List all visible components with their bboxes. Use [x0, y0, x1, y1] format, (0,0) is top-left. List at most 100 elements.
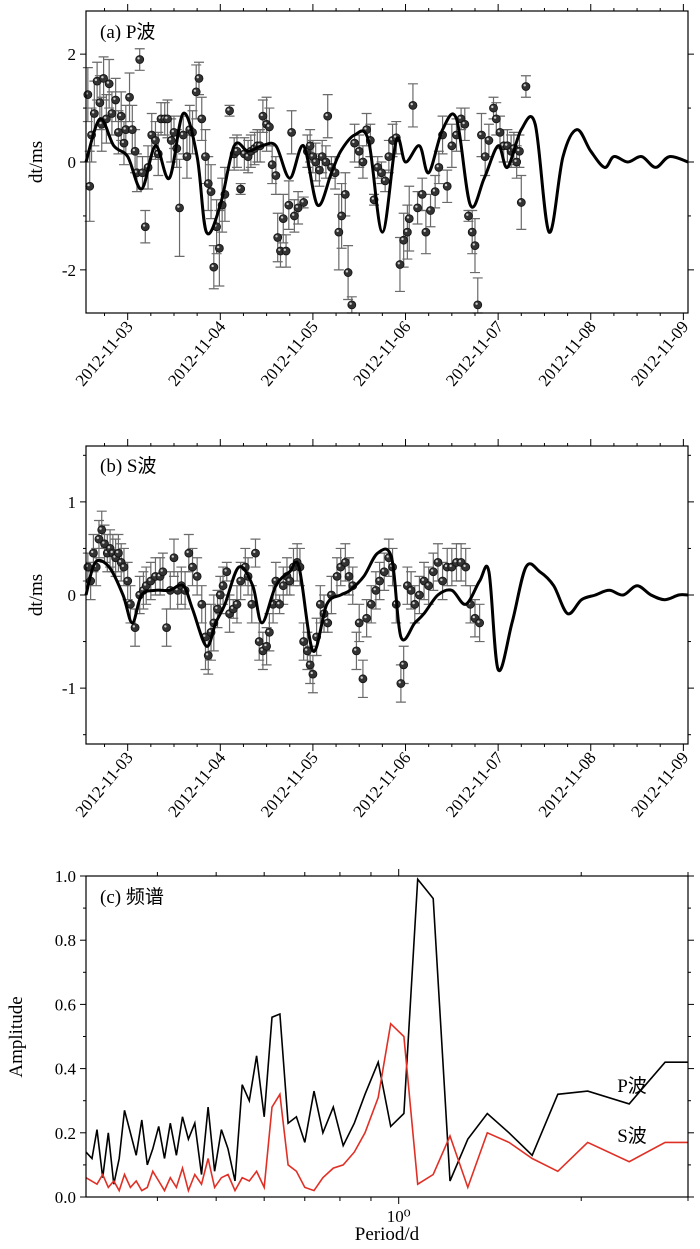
data-point: [371, 585, 381, 595]
data-point: [247, 599, 257, 609]
data-point-highlight: [180, 132, 184, 136]
data-point-highlight: [406, 216, 410, 219]
data-point-highlight: [436, 164, 439, 168]
data-point-highlight: [310, 154, 313, 157]
y-tick-label: -1: [62, 679, 76, 698]
data-point-highlight: [377, 578, 380, 582]
data-point: [512, 157, 522, 167]
data-point: [438, 576, 447, 586]
data-point-highlight: [121, 140, 124, 144]
panel-a-y-label: dt/ms: [26, 141, 47, 183]
data-point: [184, 548, 194, 558]
data-point-highlight: [110, 550, 113, 554]
data-point-highlight: [463, 564, 466, 568]
data-point: [162, 623, 171, 632]
data-point-highlight: [291, 213, 295, 216]
data-point: [358, 157, 368, 167]
data-point-highlight: [168, 138, 172, 141]
data-point-highlight: [113, 97, 116, 100]
data-point: [203, 179, 213, 188]
data-point: [340, 189, 350, 199]
data-point: [315, 599, 325, 609]
data-point-highlight: [462, 121, 465, 125]
data-point-highlight: [432, 189, 436, 192]
data-point: [447, 141, 457, 151]
data-point-highlight: [211, 620, 214, 623]
data-point-highlight: [381, 569, 385, 572]
data-point: [375, 576, 384, 586]
data-point-highlight: [205, 181, 209, 184]
panel-b-fit-curve: [84, 547, 689, 673]
data-point: [484, 136, 494, 145]
data-point-highlight: [89, 132, 92, 136]
data-point: [337, 211, 347, 221]
data-point-highlight: [280, 216, 284, 219]
data-point-highlight: [410, 102, 413, 106]
data-point: [495, 127, 505, 137]
data-point-highlight: [304, 648, 308, 651]
data-point: [116, 111, 126, 121]
data-point-highlight: [386, 154, 389, 157]
data-point-highlight: [386, 555, 389, 558]
data-point: [119, 138, 129, 148]
data-point-highlight: [449, 143, 452, 146]
data-point-highlight: [360, 159, 363, 162]
data-point: [114, 127, 123, 137]
data-point-highlight: [142, 224, 146, 227]
data-point-highlight: [314, 634, 317, 637]
data-point-highlight: [339, 213, 342, 216]
data-point-highlight: [101, 76, 104, 79]
data-point-highlight: [301, 639, 304, 642]
data-point-highlight: [316, 167, 320, 171]
data-point: [491, 114, 501, 124]
data-point-highlight: [280, 583, 284, 586]
data-point-highlight: [113, 555, 116, 558]
data-point: [415, 590, 424, 600]
data-point: [334, 227, 344, 237]
data-point: [475, 618, 485, 628]
data-point: [426, 206, 435, 215]
data-point: [461, 562, 471, 572]
data-point-highlight: [350, 583, 353, 586]
data-point-highlight: [220, 583, 224, 586]
data-point: [281, 246, 291, 256]
data-point-highlight: [128, 601, 131, 605]
data-point-highlight: [260, 648, 263, 651]
data-point-highlight: [356, 620, 360, 623]
data-point-highlight: [517, 148, 520, 152]
data-point-highlight: [477, 620, 480, 623]
data-point-highlight: [160, 569, 163, 572]
data-point-highlight: [329, 164, 332, 168]
data-point-highlight: [134, 170, 137, 173]
data-point-highlight: [186, 550, 189, 554]
data-point: [467, 227, 477, 237]
panel-c-frame: [85, 875, 689, 1198]
x-tick-label: 2012-11-06: [349, 317, 414, 390]
data-point: [158, 567, 168, 577]
data-point: [262, 641, 272, 651]
data-point-highlight: [491, 105, 494, 109]
panel-c-spectrum: 0.00.20.40.60.81.0 10⁰ (c) 频谱 Amplitude …: [6, 867, 694, 1245]
data-point: [377, 168, 386, 178]
data-point: [175, 203, 184, 213]
data-point-highlight: [132, 625, 136, 628]
data-point-highlight: [121, 564, 124, 568]
data-point-highlight: [245, 154, 249, 157]
data-point-highlight: [401, 662, 404, 665]
data-point-highlight: [423, 229, 426, 233]
data-point-highlight: [208, 629, 212, 633]
data-point-highlight: [234, 601, 237, 605]
data-point: [151, 136, 160, 145]
data-point-highlight: [203, 154, 206, 157]
data-point: [470, 241, 480, 250]
data-point: [273, 233, 283, 242]
data-point: [111, 95, 121, 105]
data-point-highlight: [125, 578, 128, 582]
data-point: [366, 599, 376, 609]
data-point: [477, 130, 486, 140]
data-point-highlight: [153, 138, 156, 141]
panel-a-fit-curve: [84, 111, 689, 236]
data-point-highlight: [177, 205, 180, 208]
data-point-highlight: [317, 601, 321, 605]
